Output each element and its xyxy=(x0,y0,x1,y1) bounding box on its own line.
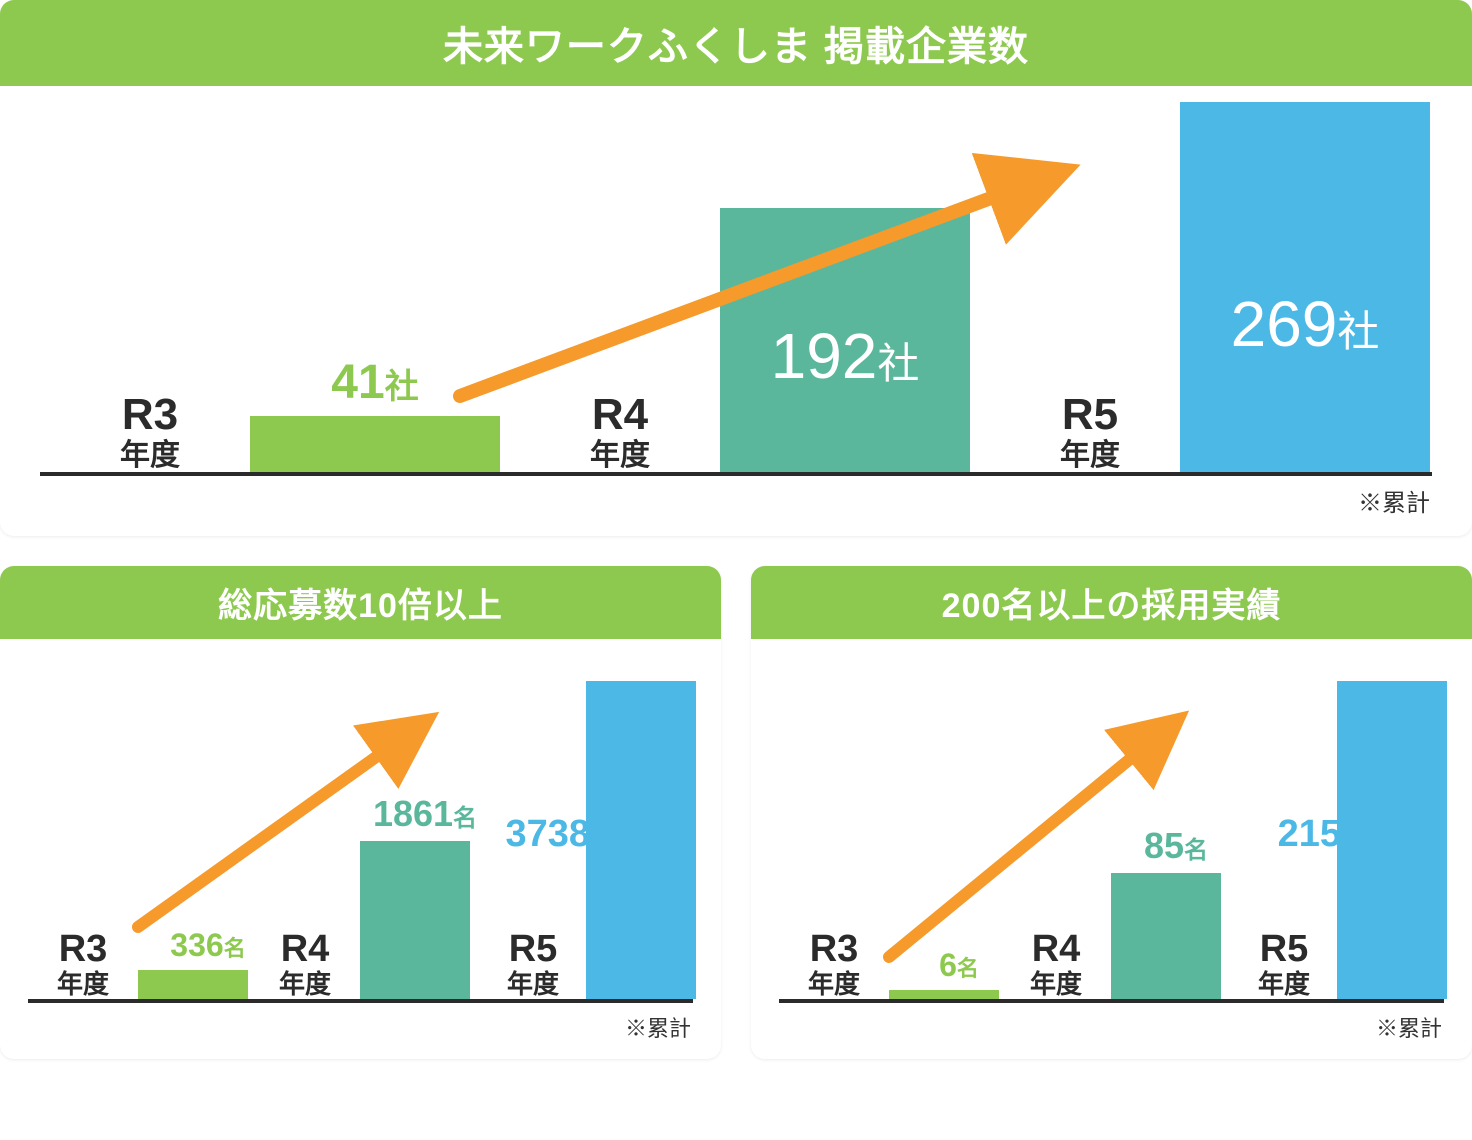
companies-bar-r5: 269社 xyxy=(1180,102,1430,472)
companies-chart-title: 未来ワークふくしま 掲載企業数 xyxy=(0,0,1472,86)
companies-year-label-r5: R5 年度 xyxy=(1010,391,1170,472)
hires-note: ※累計 xyxy=(1376,1011,1442,1043)
applications-bar-r3 xyxy=(138,970,248,999)
hires-chart-body: R3 年度 6名 R4 年度 85名 xyxy=(751,639,1472,1059)
applications-year-label-r3: R3 年度 xyxy=(28,929,138,999)
applications-chart-body: R3 年度 336名 R4 年度 1861名 xyxy=(0,639,721,1059)
hires-value-r5: 215名 xyxy=(1217,813,1367,856)
applications-chart-title: 総応募数10倍以上 xyxy=(0,566,721,639)
hires-year-label-r4: R4 年度 xyxy=(1001,929,1111,999)
hires-bar-r3 xyxy=(889,990,999,999)
hires-year-label-r5: R5 年度 xyxy=(1229,929,1339,999)
applications-plot-area: R3 年度 336名 R4 年度 1861名 xyxy=(28,657,693,1003)
applications-value-r5: 3738名 xyxy=(466,813,616,856)
companies-year-label-r4: R4 年度 xyxy=(540,391,700,472)
companies-value-r3: 41社 xyxy=(250,355,500,410)
companies-note: ※累計 xyxy=(1358,483,1430,518)
hires-year-label-r3: R3 年度 xyxy=(779,929,889,999)
companies-year-label-r3: R3 年度 xyxy=(70,391,230,472)
companies-plot-area: R3 年度 41社 R4 年度 192社 xyxy=(40,106,1432,476)
hires-chart-title: 200名以上の採用実績 xyxy=(751,566,1472,639)
applications-year-label-r5: R5 年度 xyxy=(478,929,588,999)
applications-bar-r4 xyxy=(360,841,470,999)
hires-bar-r4 xyxy=(1111,873,1221,999)
companies-chart-card: 未来ワークふくしま 掲載企業数 R3 年度 41社 R4 年度 xyxy=(0,0,1472,536)
companies-chart-body: R3 年度 41社 R4 年度 192社 xyxy=(0,86,1472,536)
applications-chart-card: 総応募数10倍以上 R3 年度 336名 R4 年度 xyxy=(0,566,721,1059)
applications-note: ※累計 xyxy=(625,1011,691,1043)
companies-value-r5: 269社 xyxy=(1180,287,1430,361)
hires-chart-card: 200名以上の採用実績 R3 年度 6名 R4 年度 xyxy=(751,566,1472,1059)
companies-bar-r4: 192社 xyxy=(720,208,970,472)
hires-plot-area: R3 年度 6名 R4 年度 85名 xyxy=(779,657,1444,1003)
applications-year-label-r4: R4 年度 xyxy=(250,929,360,999)
companies-value-r4: 192社 xyxy=(720,319,970,393)
companies-bar-r3 xyxy=(250,416,500,472)
